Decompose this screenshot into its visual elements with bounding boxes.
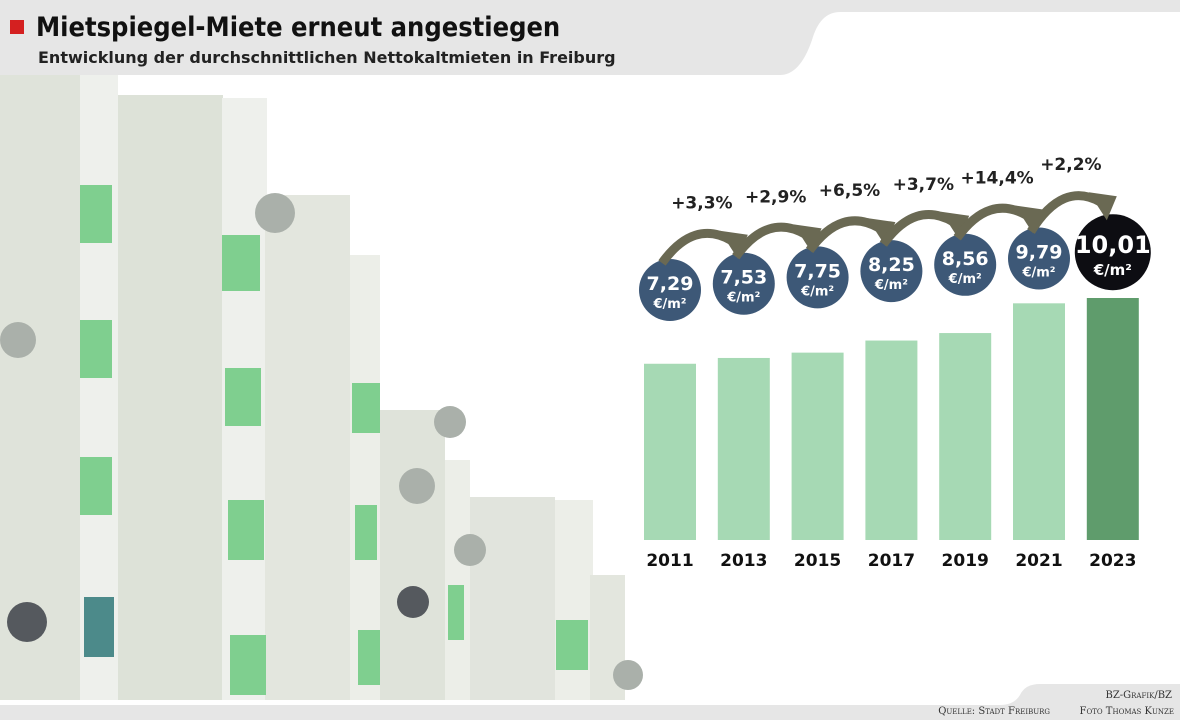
change-label: +3,3% <box>671 194 732 214</box>
unit-label: €/m² <box>948 272 982 287</box>
bar <box>791 352 844 540</box>
bar <box>1013 303 1065 540</box>
change-label: +2,9% <box>745 187 806 207</box>
change-arrow <box>879 210 956 247</box>
value-badge <box>1008 227 1070 290</box>
change-arrowhead <box>719 230 748 259</box>
value-badge <box>786 246 849 309</box>
bar <box>939 333 992 540</box>
change-arrowhead <box>793 224 822 253</box>
footer-band <box>0 684 1180 720</box>
source: Quelle: Stadt Freiburg <box>938 706 1050 717</box>
value-label: 8,25 <box>868 254 915 276</box>
x-tick-label: 2011 <box>646 551 693 571</box>
change-label: +6,5% <box>819 181 880 201</box>
bar <box>644 363 696 540</box>
change-label: +3,7% <box>893 175 954 195</box>
change-arrowhead <box>941 211 970 240</box>
value-label: 9,79 <box>1016 242 1063 264</box>
credit: BZ-Grafik/BZ <box>1105 690 1172 701</box>
unit-label: €/m² <box>1093 261 1132 279</box>
value-badge <box>860 240 923 303</box>
change-arrowhead <box>867 218 896 247</box>
change-arrow <box>953 203 1030 241</box>
value-label: 8,56 <box>942 248 989 270</box>
change-label: +2,2% <box>1040 155 1101 175</box>
unit-label: €/m² <box>1021 266 1055 281</box>
change-label: +14,4% <box>960 169 1033 189</box>
title: Mietspiegel-Miete erneut angestiegen <box>36 12 560 43</box>
change-arrowhead <box>1015 205 1043 234</box>
bar <box>717 357 770 540</box>
change-arrow <box>805 216 882 254</box>
value-label: 10,01 <box>1075 231 1151 259</box>
header-marker <box>10 20 24 34</box>
x-tick-label: 2017 <box>868 551 915 571</box>
value-badge <box>934 233 997 296</box>
value-badge <box>1074 214 1151 291</box>
chart: 2011 7,29 €/m² 2013 7,53 €/m² 2015 7,75 €/m² 2017… <box>639 155 1151 571</box>
header-band <box>0 0 1180 75</box>
value-label: 7,75 <box>794 260 841 282</box>
x-tick-label: 2021 <box>1015 551 1062 571</box>
bar <box>865 340 918 540</box>
value-badge <box>639 259 701 321</box>
photo <box>0 75 643 700</box>
change-arrow <box>732 222 808 260</box>
x-tick-label: 2013 <box>720 551 767 571</box>
value-badge <box>712 252 775 315</box>
unit-label: €/m² <box>874 278 908 293</box>
bar <box>1086 298 1139 540</box>
change-arrow <box>658 228 735 266</box>
unit-label: €/m² <box>652 297 686 312</box>
x-tick-label: 2019 <box>942 551 989 571</box>
x-tick-label: 2015 <box>794 551 841 571</box>
value-label: 7,29 <box>647 273 694 295</box>
unit-label: €/m² <box>800 284 834 299</box>
unit-label: €/m² <box>726 291 760 306</box>
change-arrowhead <box>1088 192 1117 221</box>
subtitle: Entwicklung der durchschnittlichen Netto… <box>38 48 616 67</box>
photo-credit: Foto Thomas Kunze <box>1080 706 1174 717</box>
value-label: 7,53 <box>720 267 767 289</box>
x-tick-label: 2023 <box>1089 551 1136 571</box>
